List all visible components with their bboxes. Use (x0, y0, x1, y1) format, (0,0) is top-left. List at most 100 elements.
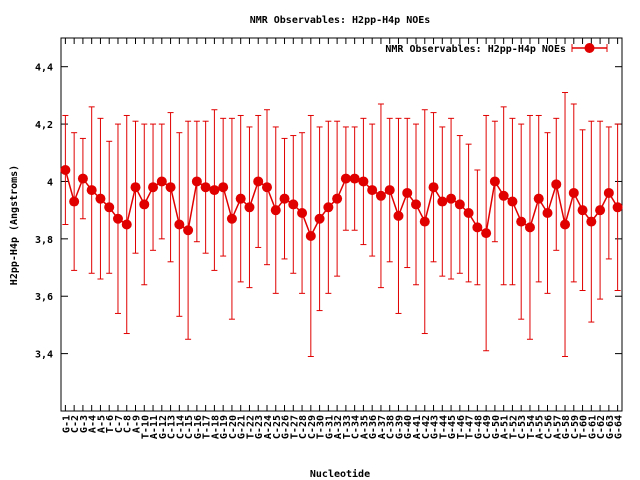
x-tick-label: G-48 (473, 415, 484, 439)
x-tick-label: C-49 (482, 415, 493, 439)
data-point (402, 187, 413, 198)
data-point (104, 202, 115, 213)
x-tick-label: G-43 (430, 415, 441, 439)
data-point (349, 173, 360, 184)
x-tick-label: C-29 (307, 415, 318, 439)
y-tick-label: 4 (47, 177, 53, 188)
legend-label: NMR Observables: H2pp-H4p NOEs (385, 44, 566, 55)
x-tick-label: T-52 (508, 415, 519, 439)
data-point (244, 202, 255, 213)
x-tick-label: G-23 (254, 415, 265, 439)
x-tick-label: C-25 (272, 415, 283, 439)
data-point (305, 230, 316, 241)
data-points (60, 164, 623, 241)
plot-frame (60, 37, 623, 412)
y-tick-label: 4,4 (35, 63, 53, 74)
x-tick-label: G-3 (79, 415, 90, 433)
x-tick-label: C-8 (123, 415, 134, 433)
x-tick-label: G-39 (394, 415, 405, 439)
data-point (516, 216, 527, 227)
data-point (463, 208, 474, 219)
x-tick-label: G-36 (368, 415, 379, 439)
x-tick-label: T-30 (316, 415, 327, 439)
data-point (174, 219, 185, 230)
data-point (489, 176, 500, 187)
x-tick-label: G-50 (491, 415, 502, 439)
data-point (209, 185, 220, 196)
x-tick-label: G-45 (447, 415, 458, 439)
x-tick-label: C-28 (298, 415, 309, 439)
data-point (384, 185, 395, 196)
x-tick-label: G-40 (403, 415, 414, 439)
x-tick-label: T-22 (245, 415, 256, 439)
x-tick-label: C-34 (351, 415, 362, 439)
data-point (533, 193, 544, 204)
data-point (60, 164, 71, 175)
data-point (183, 225, 194, 236)
data-point (323, 202, 334, 213)
series-line (64, 169, 619, 238)
x-tick-label: A-35 (359, 415, 370, 439)
data-point (595, 205, 606, 216)
data-point (340, 173, 351, 184)
data-point (112, 213, 123, 224)
y-axis-label: H2pp-H4p (Angstroms) (9, 165, 20, 285)
data-point (279, 193, 290, 204)
x-tick-label: A-9 (132, 415, 143, 433)
x-tick-label: T-54 (526, 415, 537, 439)
data-point (253, 176, 264, 187)
chart-title: NMR Observables: H2pp-H4p NOEs (250, 15, 431, 26)
x-tick-label: T-44 (438, 415, 449, 439)
x-tick-label: T-46 (456, 415, 467, 439)
data-point (411, 199, 422, 210)
x-tick-label: G-16 (193, 415, 204, 439)
x-tick-label: A-55 (535, 415, 546, 439)
x-tick-label: C-2 (70, 415, 81, 433)
data-point (603, 187, 614, 198)
data-point (77, 173, 88, 184)
data-point (481, 228, 492, 239)
data-point (551, 179, 562, 190)
x-tick-label: G-26 (281, 415, 292, 439)
x-tick-label: C-13 (167, 415, 178, 439)
x-tick-label: G-61 (587, 415, 598, 439)
data-point (288, 199, 299, 210)
x-tick-label: C-53 (517, 415, 528, 439)
x-tick-label: G-21 (237, 415, 248, 439)
x-axis-label: Nucleotide (310, 468, 370, 480)
x-tick-label: C-7 (114, 415, 125, 433)
x-tick-label: A-24 (263, 415, 274, 439)
y-tick-label: 3,8 (35, 235, 53, 246)
x-tick-label: C-15 (184, 415, 195, 439)
legend-marker (584, 43, 595, 53)
data-point (130, 182, 141, 193)
data-point (472, 222, 483, 233)
error-bars (62, 92, 621, 357)
legend: NMR Observables: H2pp-H4p NOEs (385, 43, 608, 55)
data-point (156, 176, 167, 187)
x-tick-label: A-57 (552, 415, 563, 439)
x-axis-ticks: G-1C-2G-3A-4A-5T-6C-7C-8A-9T-10A-11G-12C… (61, 38, 625, 439)
data-point (498, 190, 509, 201)
data-point (586, 216, 597, 227)
x-tick-label: T-6 (105, 415, 116, 433)
x-tick-label: T-27 (289, 415, 300, 439)
data-point (332, 193, 343, 204)
x-tick-label: T-60 (579, 415, 590, 439)
y-tick-label: 3,4 (35, 350, 53, 361)
data-point (542, 208, 553, 219)
x-tick-label: C-62 (596, 415, 607, 439)
x-tick-label: C-38 (386, 415, 397, 439)
data-point (218, 182, 229, 193)
data-point (612, 202, 623, 213)
x-tick-label: A-32 (333, 415, 344, 439)
data-point (86, 185, 97, 196)
x-tick-label: G-63 (605, 415, 616, 439)
data-point (446, 193, 457, 204)
x-tick-label: A-51 (500, 415, 511, 439)
data-point (148, 182, 159, 193)
data-point (507, 196, 518, 207)
data-point (261, 182, 272, 193)
data-point (524, 222, 535, 233)
data-point (191, 176, 202, 187)
